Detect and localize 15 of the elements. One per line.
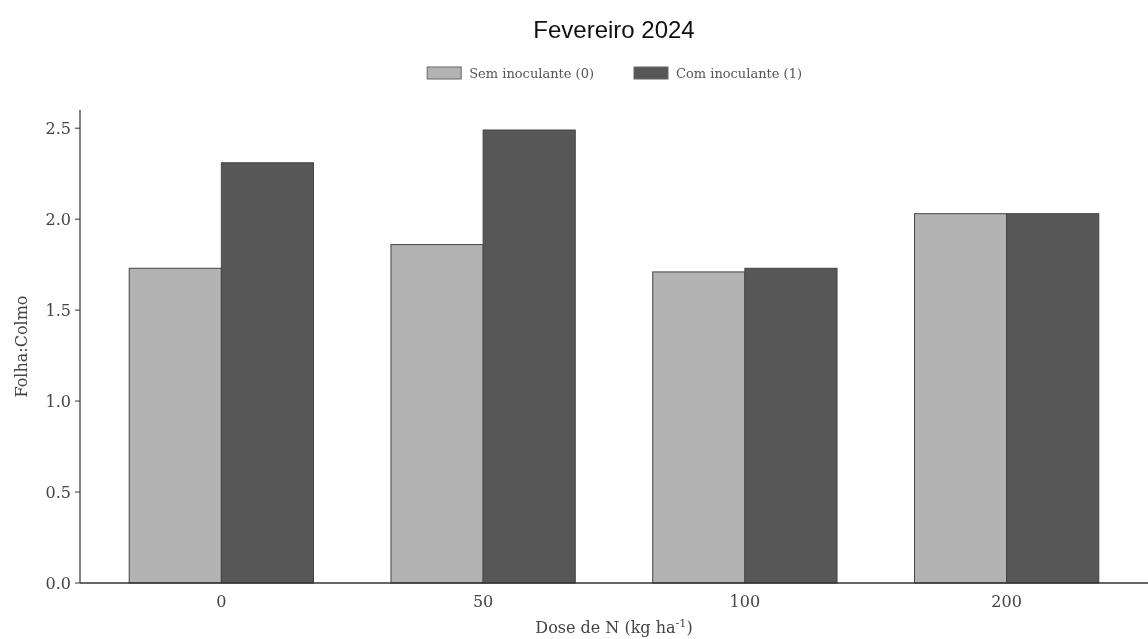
x-tick-label: 200 — [991, 592, 1022, 611]
y-tick-label: 2.5 — [45, 118, 71, 138]
y-axis-title: Folha:Colmo — [12, 295, 31, 398]
y-tick-label: 0.0 — [45, 573, 71, 593]
legend-label: Com inoculante (1) — [676, 65, 802, 81]
x-axis-title: Dose de N (kg ha$^{-1}$) — [535, 616, 693, 637]
x-tick-label: 100 — [729, 592, 761, 611]
y-tick-label: 2.0 — [45, 209, 71, 229]
y-tick-label: 1.5 — [45, 300, 71, 320]
chart-title: Fevereiro 2024 — [533, 16, 695, 43]
y-tick-label: 1.0 — [45, 391, 71, 411]
y-tick-label: 0.5 — [45, 482, 71, 502]
legend-label: Sem inoculante (0) — [469, 65, 595, 81]
x-tick-label: 0 — [216, 592, 227, 611]
x-tick-label: 50 — [472, 592, 494, 611]
